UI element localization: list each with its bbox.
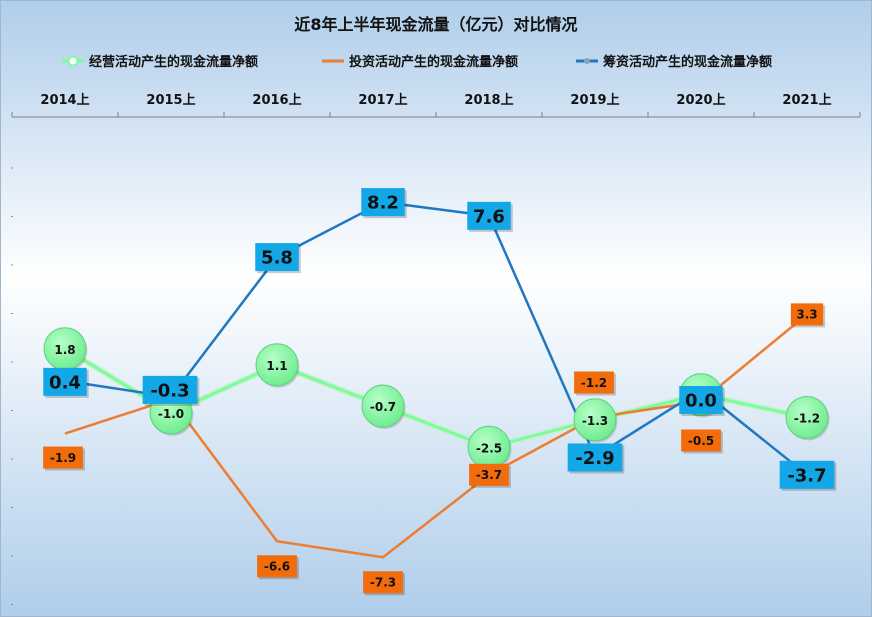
data-label: -6.6	[264, 560, 290, 574]
data-point-investing: -0.5	[681, 429, 723, 454]
data-point-investing: -7.3	[363, 571, 405, 596]
data-circle	[573, 398, 617, 442]
data-point-operating: -0.7	[361, 384, 406, 430]
data-label: -2.5	[476, 441, 502, 455]
data-point-investing: -3.7	[469, 463, 511, 488]
chart-title: 近8年上半年现金流量（亿元）对比情况	[294, 15, 577, 34]
label-box	[43, 446, 83, 469]
chart-legend: 经营活动产生的现金流量净额 投资活动产生的现金流量净额 筹资活动产生的现金流量净额	[62, 54, 772, 70]
data-point-financing: 7.6	[467, 201, 513, 232]
label-box	[255, 243, 299, 272]
x-tick-label: 2021上	[782, 93, 831, 108]
data-point-operating: 1.1	[255, 343, 300, 388]
data-point-financing: 0.0	[679, 386, 725, 416]
data-label: -3.7	[787, 465, 826, 486]
data-label: -7.3	[370, 576, 396, 590]
data-label: -0.7	[370, 400, 396, 414]
data-label: 5.8	[261, 248, 293, 269]
legend-marker	[584, 58, 590, 64]
data-point-financing: -0.3	[142, 375, 200, 406]
data-label: 0.4	[49, 372, 81, 393]
legend-marker	[67, 55, 79, 67]
legend-item: 经营活动产生的现金流量净额	[62, 54, 258, 70]
plot-area: 1.8-1.01.1-0.7-2.5-1.3-0.2-1.2-1.9-0.4-6…	[43, 188, 837, 596]
data-point-operating: -1.2	[785, 396, 830, 441]
data-label: -1.0	[158, 407, 184, 421]
data-label: -1.2	[794, 412, 820, 426]
data-label: 3.3	[796, 308, 817, 322]
label-box	[467, 201, 511, 230]
x-tick-label: 2020上	[676, 93, 725, 108]
label-box	[779, 460, 835, 489]
data-point-financing: 5.8	[255, 243, 301, 274]
data-label: -3.7	[476, 468, 502, 482]
label-box	[363, 571, 403, 594]
label-box	[567, 443, 623, 472]
x-tick-label: 2018上	[464, 93, 513, 108]
legend-item: 筹资活动产生的现金流量净额	[576, 54, 772, 70]
legend-label: 投资活动产生的现金流量净额	[349, 54, 518, 70]
label-box	[679, 386, 723, 414]
data-point-financing: 0.4	[43, 367, 89, 398]
x-tick-label: 2016上	[252, 93, 301, 108]
data-point-investing: 3.3	[790, 303, 826, 328]
data-label: -1.3	[582, 414, 608, 428]
data-point-investing: -6.6	[257, 555, 299, 580]
label-box	[574, 371, 614, 394]
data-point-financing: 8.2	[361, 188, 407, 219]
data-label: -1.2	[581, 376, 607, 390]
label-box	[142, 375, 198, 404]
x-tick-label: 2019上	[570, 93, 619, 108]
data-label: 7.6	[473, 206, 505, 227]
data-label: -0.3	[150, 380, 189, 401]
legend-label: 筹资活动产生的现金流量净额	[603, 54, 772, 70]
data-circle	[785, 396, 829, 439]
data-point-financing: -2.9	[567, 443, 625, 474]
data-circle	[255, 343, 299, 387]
data-label: -2.9	[575, 448, 614, 469]
data-label: 1.1	[266, 359, 287, 373]
data-point-operating: 1.8	[43, 327, 88, 372]
data-label: 0.0	[685, 390, 717, 411]
data-label: -1.9	[50, 451, 76, 465]
x-tick-label: 2017上	[358, 93, 407, 108]
data-label: 8.2	[367, 193, 399, 214]
label-box	[469, 463, 509, 486]
label-box	[257, 555, 297, 578]
data-point-operating: -2.5	[467, 425, 512, 471]
legend-label: 经营活动产生的现金流量净额	[89, 54, 258, 70]
label-box	[361, 188, 405, 217]
label-box	[43, 367, 87, 396]
legend-item: 投资活动产生的现金流量净额	[322, 54, 518, 70]
data-point-financing: -3.7	[779, 460, 837, 491]
data-label: -0.5	[688, 434, 714, 448]
label-box	[790, 303, 824, 326]
data-point-investing: -1.2	[574, 371, 616, 396]
y-axis-ticks	[11, 167, 13, 605]
label-box	[681, 429, 721, 452]
x-tick-label: 2014上	[40, 93, 89, 108]
data-label: 1.8	[54, 343, 75, 357]
data-circle	[361, 384, 405, 428]
x-axis: 2014上 2015上 2016上 2017上 2018上 2019上 2020上 2021上	[11, 93, 861, 118]
data-point-operating: -1.3	[573, 398, 618, 443]
x-tick-label: 2015上	[146, 93, 195, 108]
data-point-investing: -1.9	[43, 446, 85, 471]
